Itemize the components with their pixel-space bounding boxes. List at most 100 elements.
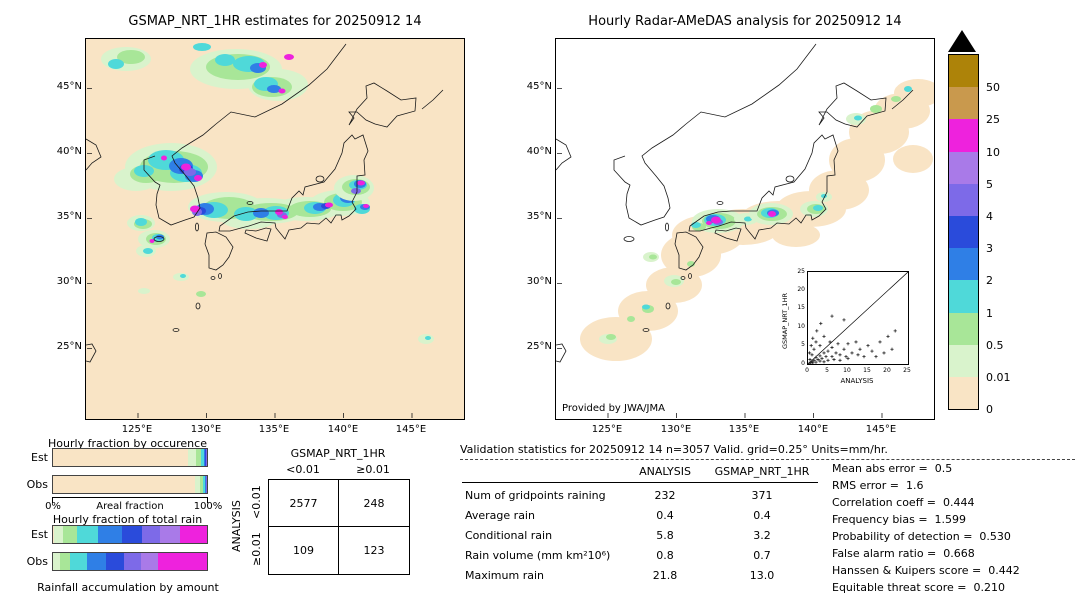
bar-segment	[53, 449, 189, 466]
stat-label: Equitable threat score =	[832, 581, 967, 594]
left-lon-tick: 140°E	[327, 424, 359, 435]
bar-segment	[157, 553, 207, 570]
stat-value: 0.444	[943, 496, 975, 509]
inset-y-tick: 25	[797, 267, 805, 275]
colorbar-cells: 50 25 10 5 4 3 2 1 0.5 0.01 0	[948, 54, 1011, 416]
colorbar-overflow-triangle	[948, 30, 976, 52]
bar-segment	[98, 526, 122, 543]
right-lon-tick: 140°E	[797, 424, 829, 435]
stat-label: Frequency bias =	[832, 513, 928, 526]
validation-gsmap-value: 13.0	[749, 569, 775, 582]
stat-line: Correlation coeff = 0.444	[832, 496, 1078, 513]
bar-segment	[200, 449, 204, 466]
left-lat-tick: 45°N	[56, 81, 82, 92]
bar-segment	[202, 476, 205, 493]
bar-segment	[141, 553, 158, 570]
est-row-label: Est	[31, 528, 48, 541]
contingency-row-header: ANALYSIS	[230, 500, 243, 552]
validation-row-label: Maximum rain	[465, 569, 544, 582]
axis-100-label: 100%	[193, 501, 223, 512]
stat-label: RMS error =	[832, 479, 899, 492]
est-row-label: Est	[31, 451, 48, 464]
right-lon-tick: 130°E	[660, 424, 692, 435]
validation-row-label: Num of gridpoints raining	[465, 489, 606, 502]
skill-scores-block: Mean abs error = 0.5 RMS error = 1.6 Corre…	[832, 462, 1078, 598]
bar-segment	[53, 526, 54, 543]
colorbar-cell: 2	[949, 248, 993, 287]
inset-scatter-points	[807, 314, 897, 365]
bar-segment	[195, 476, 201, 493]
bar-segment	[59, 553, 71, 570]
left-map-figure	[85, 39, 464, 419]
stat-label: Correlation coeff =	[832, 496, 936, 509]
stat-label: Probability of detection =	[832, 530, 973, 543]
obs-occurrence-bar	[52, 475, 208, 494]
stat-line: Mean abs error = 0.5	[832, 462, 1078, 479]
inset-y-tick: 5	[801, 341, 805, 349]
stat-value: 0.5	[934, 462, 953, 475]
bar-segment	[124, 553, 142, 570]
inset-x-tick: 0	[805, 367, 809, 374]
validation-title: Validation statistics for 20250912 14 n=…	[460, 443, 888, 456]
stat-label: Hanssen & Kuipers score =	[832, 564, 982, 577]
contingency-col-header: GSMAP_NRT_1HR	[290, 447, 386, 460]
left-lat-tick: 35°N	[56, 211, 82, 222]
axis-0-label: 0%	[45, 501, 61, 512]
contingency-row-label: ≥0.01	[250, 532, 263, 567]
bar-segment	[53, 553, 60, 570]
validation-analysis-value: 0.4	[656, 509, 674, 522]
stat-value: 0.210	[973, 581, 1005, 594]
validation-analysis-value: 5.8	[656, 529, 674, 542]
validation-gsmap-value: 0.7	[753, 549, 771, 562]
bar-segment	[121, 526, 142, 543]
validation-row-label: Average rain	[465, 509, 535, 522]
stat-value: 1.599	[934, 513, 967, 526]
stat-line: RMS error = 1.6	[832, 479, 1078, 496]
colorbar-tick-label: 10	[986, 145, 1000, 159]
bar-segment	[63, 526, 77, 543]
bar-segment	[180, 526, 207, 543]
coastlines	[85, 43, 444, 418]
bar-segment	[200, 476, 203, 493]
stat-line: Frequency bias = 1.599	[832, 513, 1078, 530]
colorbar-cell: 50	[949, 55, 1000, 94]
totalrain-title: Hourly fraction of total rain	[52, 513, 203, 526]
validation-col-analysis: ANALYSIS	[639, 465, 691, 478]
colorbar-tick-label: 0	[986, 403, 993, 417]
bar-segment	[141, 526, 160, 543]
colorbar-cell: 3	[949, 215, 993, 255]
right-lon-tick: 145°E	[865, 424, 897, 435]
obs-row-label: Obs	[26, 478, 48, 491]
bar-segment	[196, 449, 201, 466]
colorbar-cell: 1	[949, 280, 993, 320]
stat-line: Hanssen & Kuipers score = 0.442	[832, 564, 1078, 581]
stat-line: False alarm ratio = 0.668	[832, 547, 1078, 564]
stat-value: 0.668	[943, 547, 975, 560]
contingency-grid: 2577 248 109 123	[268, 479, 410, 575]
right-lon-tick: 125°E	[591, 424, 623, 435]
colorbar-tick-label: 1	[986, 306, 993, 320]
inset-y-tick: 10	[797, 322, 805, 330]
colorbar-cell: 0.5	[949, 312, 1004, 352]
stat-label: False alarm ratio =	[832, 547, 937, 560]
data-credit: Provided by JWA/JMA	[562, 403, 665, 414]
left-lon-tick: 135°E	[258, 424, 290, 435]
left-lat-tick: 40°N	[56, 146, 82, 157]
colorbar-tick-label: 0.5	[986, 338, 1004, 352]
left-map-panel	[85, 38, 465, 420]
stat-value: 0.442	[988, 564, 1020, 577]
colorbar-tick-label: 50	[986, 81, 1000, 95]
left-lat-tick: 25°N	[56, 341, 82, 352]
colorbar-tick-label: 2	[986, 274, 993, 288]
stat-line: Probability of detection = 0.530	[832, 530, 1078, 547]
stat-line: Equitable threat score = 0.210	[832, 581, 1078, 598]
contingency-value: 123	[363, 544, 385, 557]
left-lon-tick: 130°E	[190, 424, 222, 435]
colorbar-cell: 5	[949, 151, 993, 191]
header-underline	[462, 482, 818, 483]
bar-segment	[70, 553, 88, 570]
contingency-row-label: <0.01	[250, 485, 263, 520]
obs-totalrain-bar	[52, 552, 208, 571]
colorbar-tick-label: 3	[986, 242, 993, 256]
bar-segment	[53, 476, 196, 493]
